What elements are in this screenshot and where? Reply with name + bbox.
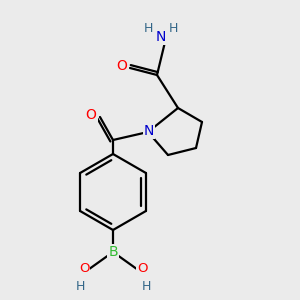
Text: H: H <box>141 280 151 292</box>
Text: O: O <box>137 262 147 275</box>
Text: N: N <box>144 124 154 138</box>
Text: B: B <box>108 245 118 259</box>
Text: O: O <box>85 108 96 122</box>
Text: O: O <box>79 262 89 275</box>
Text: H: H <box>168 22 178 34</box>
Text: O: O <box>117 59 128 73</box>
Text: N: N <box>156 30 166 44</box>
Text: H: H <box>75 280 85 292</box>
Text: H: H <box>143 22 153 34</box>
